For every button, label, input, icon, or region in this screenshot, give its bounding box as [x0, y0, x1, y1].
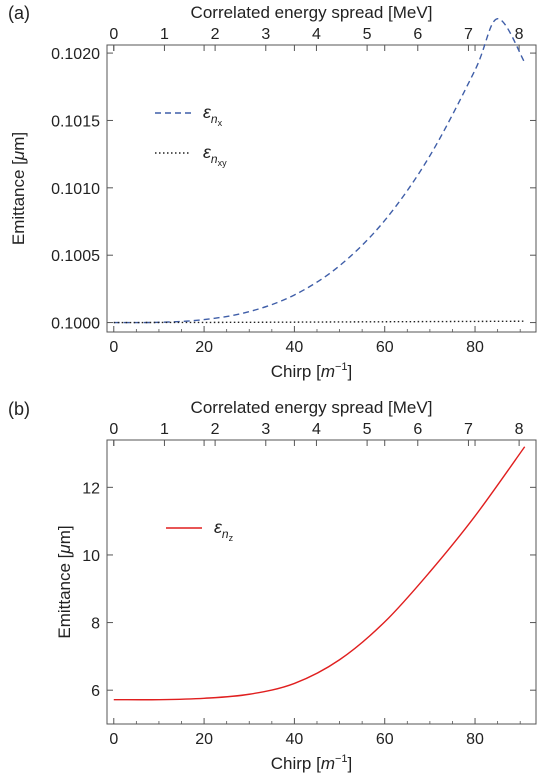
x-tick-label: 60	[376, 339, 394, 356]
top-tick-label: 4	[312, 26, 321, 43]
x-tick-label: 80	[466, 339, 484, 356]
panel-b-frame	[106, 439, 537, 725]
top-tick-label: 0	[109, 421, 118, 438]
x-tick-label: 20	[195, 339, 213, 356]
y-tick-label: 6	[91, 683, 100, 700]
top-tick-label: 7	[464, 26, 473, 43]
top-tick-label: 2	[211, 421, 220, 438]
top-tick-label: 4	[312, 421, 321, 438]
panel-a-ylabel: Emittance [μm]	[9, 132, 28, 245]
series-line-xy	[113, 320, 525, 324]
y-tick-label: 12	[82, 480, 100, 497]
panel-b-ylabel: Emittance [μm]	[55, 525, 74, 638]
x-tick-label: 20	[195, 731, 213, 748]
top-tick-label: 2	[211, 26, 220, 43]
y-tick-label: 0.1010	[51, 181, 100, 198]
top-tick-label: 5	[363, 421, 372, 438]
top-tick-label: 1	[160, 421, 169, 438]
top-tick-label: 7	[464, 421, 473, 438]
legend-label-z: εnz	[214, 517, 234, 543]
top-tick-label: 5	[363, 26, 372, 43]
top-tick-label: 1	[160, 26, 169, 43]
panel-a-top-xlabel: Correlated energy spread [MeV]	[191, 3, 433, 22]
panel-a-label: (a)	[8, 3, 30, 23]
legend-label-xy: εnxy	[203, 142, 227, 168]
y-tick-label: 0.1000	[51, 316, 100, 333]
series-line-x	[113, 18, 526, 324]
x-tick-label: 40	[286, 339, 304, 356]
x-tick-label: 0	[109, 339, 118, 356]
y-tick-label: 0.1015	[51, 113, 100, 130]
panel-a-xlabel: Chirp [m−1]	[271, 361, 353, 381]
panel-b-top-xlabel: Correlated energy spread [MeV]	[191, 398, 433, 417]
top-tick-label: 6	[413, 421, 422, 438]
x-tick-label: 0	[109, 731, 118, 748]
top-tick-label: 3	[261, 26, 270, 43]
top-tick-label: 3	[261, 421, 270, 438]
x-tick-label: 40	[286, 731, 304, 748]
top-tick-label: 6	[413, 26, 422, 43]
y-tick-label: 0.1005	[51, 248, 100, 265]
panel-a: (a) 0 20 40 60 80 0 1 2 3 4 5 6 7 8 0.1000 0.1005 0.1010 0…	[8, 3, 537, 381]
top-tick-label: 0	[109, 26, 118, 43]
panel-a-frame	[106, 44, 537, 333]
series-line-z	[113, 446, 526, 701]
legend-label-x: εnx	[203, 102, 223, 128]
top-tick-label: 8	[515, 26, 524, 43]
panel-b-label: (b)	[8, 399, 30, 419]
panel-b-xlabel: Chirp [m−1]	[271, 753, 353, 773]
x-tick-label: 80	[466, 731, 484, 748]
y-tick-label: 8	[91, 616, 100, 633]
x-tick-label: 60	[376, 731, 394, 748]
y-tick-label: 10	[82, 548, 100, 565]
top-tick-label: 8	[515, 421, 524, 438]
y-tick-label: 0.1020	[51, 46, 100, 63]
